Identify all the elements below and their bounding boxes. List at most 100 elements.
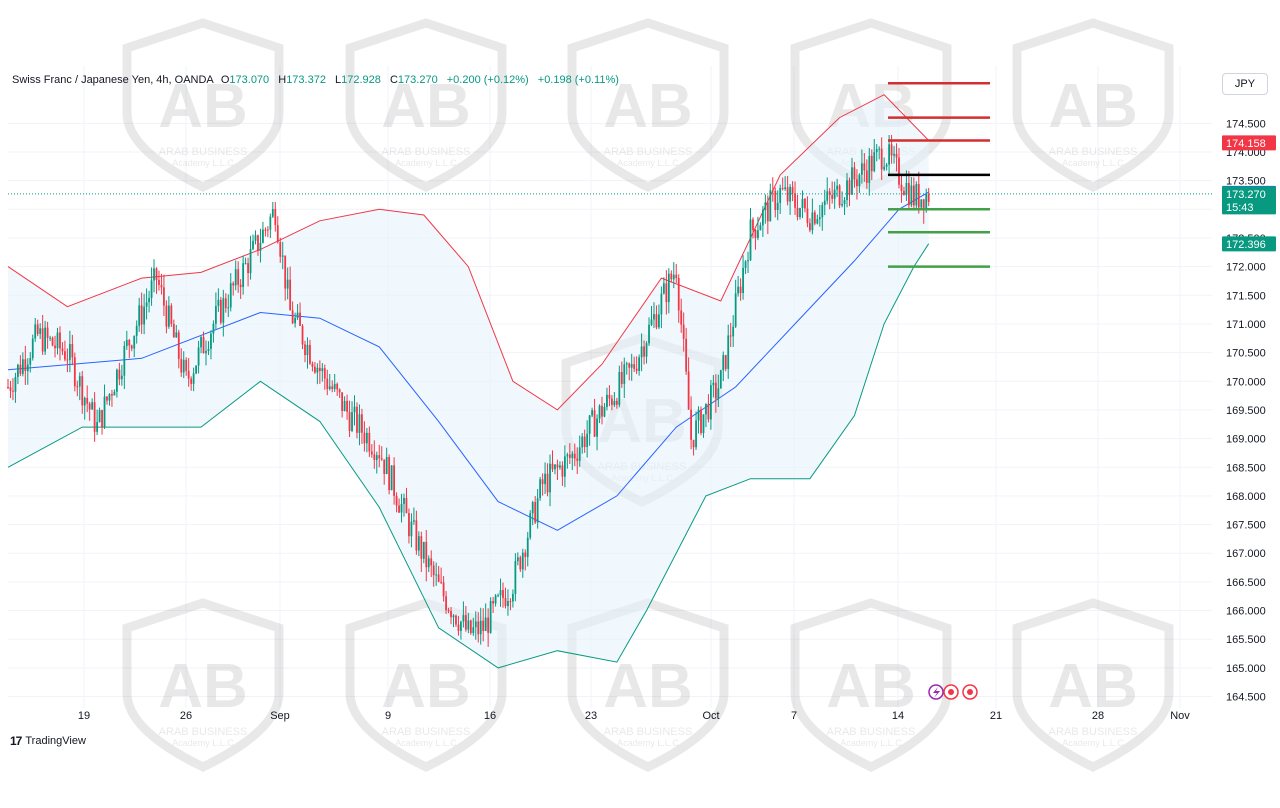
candle xyxy=(749,207,752,262)
candle xyxy=(494,594,497,607)
watermark-shield-icon xyxy=(1012,18,1174,193)
candle-body xyxy=(860,163,863,175)
candle-body xyxy=(479,620,482,635)
candle xyxy=(591,407,593,418)
candle xyxy=(413,507,415,525)
candle-body xyxy=(529,513,532,538)
candle-body xyxy=(232,283,235,286)
candle xyxy=(44,320,47,355)
candle xyxy=(645,341,648,364)
candle xyxy=(284,255,287,301)
candle xyxy=(521,548,524,578)
candle-body xyxy=(499,590,502,596)
candle-body xyxy=(474,621,477,628)
candle xyxy=(779,184,782,215)
candle xyxy=(311,361,314,372)
watermark-line2: Academy L.L.C xyxy=(172,738,234,748)
candle xyxy=(700,406,702,436)
candle xyxy=(507,589,509,616)
price-axis: 174.500174.000173.500173.000172.500172.0… xyxy=(1222,118,1276,704)
candle-body xyxy=(264,229,267,231)
candle xyxy=(244,257,247,265)
candle-body xyxy=(521,552,524,570)
price-label-bg xyxy=(1222,186,1276,215)
price-tick-label: 173.500 xyxy=(1226,176,1266,188)
tradingview-logo[interactable]: 17 TradingView xyxy=(10,734,86,748)
candle-body xyxy=(571,453,574,459)
candle-body xyxy=(41,328,44,352)
candle xyxy=(588,414,591,446)
price-tick-label: 172.000 xyxy=(1226,262,1266,274)
price-tick-label: 165.500 xyxy=(1226,634,1266,646)
candle-body xyxy=(638,357,641,371)
symbol-title[interactable]: Swiss Franc / Japanese Yen, 4h, OANDA xyxy=(12,74,214,86)
candle xyxy=(635,356,638,375)
candle xyxy=(120,364,123,386)
candle-body xyxy=(242,263,245,288)
candle-body xyxy=(143,306,146,325)
candle xyxy=(148,290,150,313)
watermark-letters: AB xyxy=(826,652,916,721)
candle-body xyxy=(49,337,51,339)
watermark-line2: Academy L.L.C xyxy=(395,738,457,748)
candle-body xyxy=(784,187,787,189)
candle-body xyxy=(314,366,316,373)
candle xyxy=(393,457,395,505)
candle xyxy=(672,262,675,289)
currency-selector[interactable]: JPY xyxy=(1222,73,1268,95)
candle-body xyxy=(257,235,259,251)
candle-body xyxy=(373,454,376,460)
time-tick-label: 14 xyxy=(892,710,904,722)
candle-body xyxy=(247,263,249,274)
candle xyxy=(546,463,549,497)
candle-body xyxy=(836,185,839,190)
candle-body xyxy=(172,324,175,338)
candle xyxy=(739,278,742,301)
candle-body xyxy=(680,310,683,325)
candle xyxy=(917,171,920,214)
candle-body xyxy=(106,396,108,401)
candle xyxy=(437,565,440,583)
candle xyxy=(442,576,445,602)
candle-body xyxy=(556,464,559,468)
candle-body xyxy=(88,403,91,410)
candle-body xyxy=(489,601,492,633)
candle-body xyxy=(833,189,836,199)
candle-body xyxy=(791,186,794,194)
economic-event-icon xyxy=(943,684,959,700)
candle-body xyxy=(460,621,462,631)
candle-body xyxy=(549,463,551,493)
candle-body xyxy=(452,615,455,618)
candle xyxy=(606,387,608,411)
candle xyxy=(868,148,871,196)
candle-body xyxy=(212,323,215,334)
candle-body xyxy=(467,620,470,630)
candle xyxy=(677,274,680,323)
candle-body xyxy=(534,502,537,523)
candle-body xyxy=(440,581,443,583)
candle-body xyxy=(888,144,890,165)
price-tick-label: 174.500 xyxy=(1226,118,1266,130)
candle xyxy=(566,452,569,469)
candle-body xyxy=(378,455,381,459)
candle-body xyxy=(769,190,772,222)
candle xyxy=(266,226,269,238)
candle-body xyxy=(237,269,240,285)
candle-body xyxy=(573,453,576,459)
candle-body xyxy=(224,298,227,309)
candle xyxy=(479,607,482,645)
candle xyxy=(158,270,160,291)
candle-body xyxy=(687,371,690,410)
candle xyxy=(502,582,504,608)
candle xyxy=(811,198,814,235)
candle-body xyxy=(210,333,212,349)
candle xyxy=(593,398,596,438)
close-value: 173.270 xyxy=(397,74,438,86)
candle-body xyxy=(343,400,346,412)
candle-body xyxy=(628,363,631,368)
candle-body xyxy=(244,263,247,265)
